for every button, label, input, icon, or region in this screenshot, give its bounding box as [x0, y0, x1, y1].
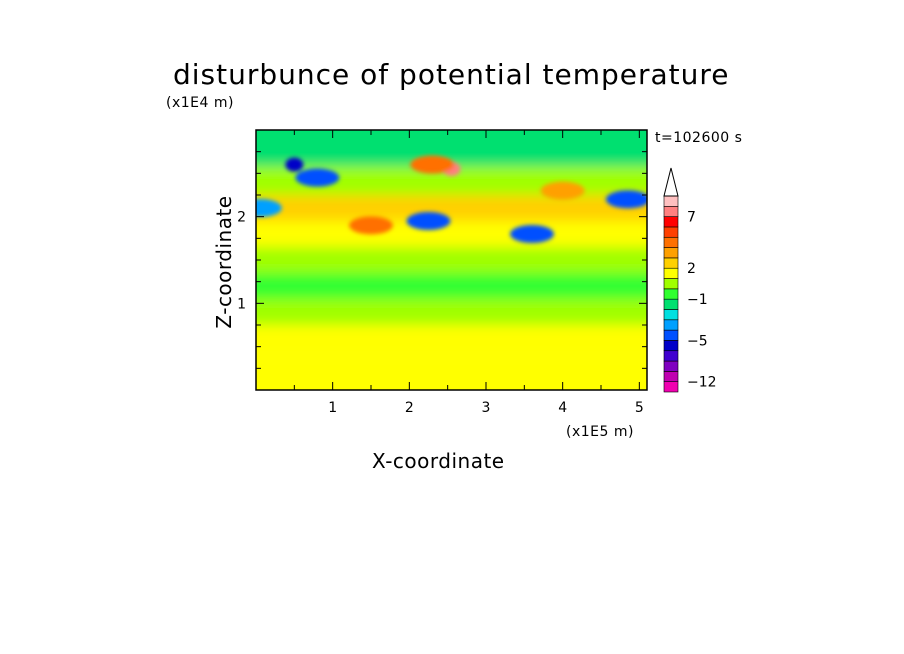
field-feature — [605, 190, 647, 209]
x-axis-scale-label: (x1E5 m) — [566, 424, 634, 440]
colorbar-tick-label: 2 — [687, 261, 696, 277]
x-tick-label: 1 — [328, 400, 337, 416]
y-axis: 12 — [237, 129, 647, 369]
temperature-field — [256, 130, 647, 390]
colorbar-swatch — [663, 309, 679, 321]
field-feature — [406, 212, 451, 230]
colorbar-swatch — [663, 350, 679, 362]
x-axis-title: X-coordinate — [372, 449, 505, 473]
field-band — [256, 299, 647, 325]
colorbar-tick-label: −1 — [687, 292, 708, 308]
y-tick-label: 1 — [237, 296, 246, 312]
colorbar-swatch — [663, 278, 679, 290]
colorbar-swatch — [663, 360, 679, 372]
x-tick-label: 3 — [482, 400, 491, 416]
colorbar-tick-label: −12 — [687, 375, 717, 391]
colorbar-swatch — [663, 288, 679, 300]
colorbar-swatch — [663, 298, 679, 310]
field-band — [256, 195, 647, 221]
colorbar-extend-arrow — [663, 167, 679, 197]
colorbar-swatch — [663, 195, 679, 207]
time-label: t=102600 s — [655, 130, 743, 146]
field-band — [256, 273, 647, 299]
colorbar-swatch — [663, 247, 679, 259]
x-tick-label: 5 — [635, 400, 644, 416]
colorbar-swatch — [663, 226, 679, 238]
colorbar-swatch — [663, 319, 679, 331]
colorbar-swatch — [663, 236, 679, 248]
colorbar: 7 2 −1 −5 −12 — [663, 167, 717, 393]
colorbar-swatch — [663, 257, 679, 269]
colorbar-swatch — [663, 340, 679, 352]
field-band — [256, 247, 647, 273]
x-tick-label: 4 — [558, 400, 567, 416]
y-tick-label: 2 — [237, 210, 246, 226]
colorbar-swatch — [663, 267, 679, 279]
field-feature — [410, 155, 455, 174]
colorbar-tick-label: 7 — [687, 210, 696, 226]
field-feature — [295, 168, 340, 187]
colorbar-swatch — [663, 329, 679, 341]
field-feature — [285, 157, 304, 172]
field-feature — [349, 216, 393, 235]
y-axis-scale-label: (x1E4 m) — [166, 95, 234, 111]
field-feature — [510, 225, 554, 243]
colorbar-swatch — [663, 371, 679, 382]
field-band — [256, 355, 647, 390]
colorbar-swatch — [663, 381, 679, 393]
field-band — [256, 130, 647, 167]
chart-title: disturbunce of potential temperature — [173, 58, 730, 91]
x-axis: 1 2 3 4 5 — [293, 130, 644, 416]
field-band — [256, 325, 647, 356]
colorbar-swatch — [663, 206, 679, 217]
colorbar-swatch — [663, 216, 679, 228]
colorbar-tick-label: −5 — [687, 333, 708, 349]
field-band — [256, 221, 647, 247]
x-tick-label: 2 — [405, 400, 414, 416]
field-feature — [540, 181, 585, 200]
field-feature — [256, 199, 282, 217]
